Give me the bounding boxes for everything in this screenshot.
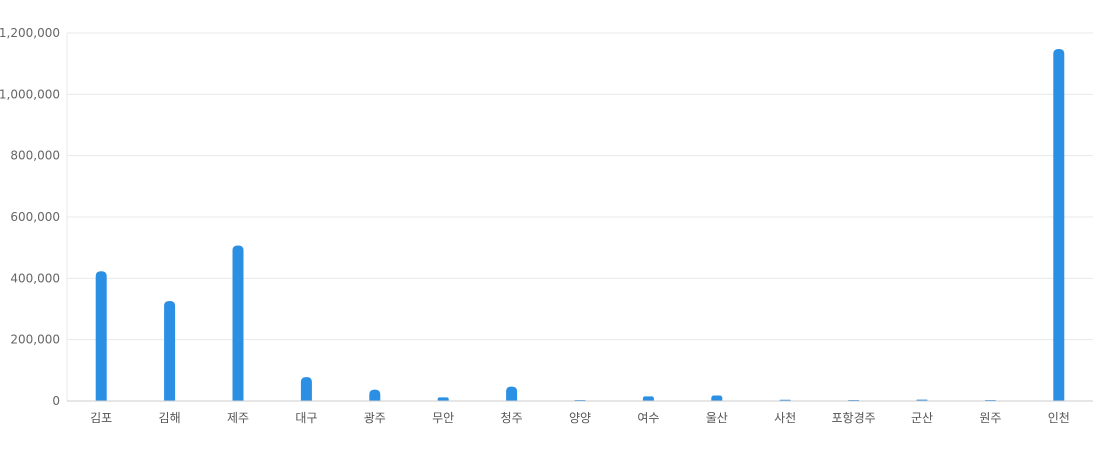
x-tick-label: 여수	[637, 411, 659, 425]
y-tick-label: 0	[52, 394, 60, 408]
y-tick-label: 400,000	[10, 271, 60, 285]
x-tick-label: 사천	[774, 410, 796, 425]
x-tick-label: 제주	[227, 411, 249, 425]
bar-인천[interactable]	[1053, 48, 1065, 402]
x-tick-label: 김포	[90, 411, 112, 425]
x-tick-label: 청주	[501, 411, 523, 425]
x-axis-tick-labels: 김포 김해 제주 대구 광주 무안 청주 양양 여수 울산 사천 포항경주 군산 원주 인천	[90, 410, 1070, 425]
bar-울산[interactable]	[711, 395, 723, 401]
grid-lines	[66, 32, 1093, 401]
y-tick-label: 800,000	[10, 149, 60, 163]
x-tick-label: 원주	[979, 411, 1001, 425]
y-tick-label: 600,000	[10, 210, 60, 224]
y-tick-label: 200,000	[10, 333, 60, 347]
x-tick-label: 포항경주	[832, 411, 876, 425]
x-tick-label: 양양	[569, 411, 591, 425]
x-tick-label: 울산	[706, 411, 728, 425]
bar-김포[interactable]	[95, 271, 107, 401]
x-tick-label: 광주	[364, 411, 386, 425]
bar-김해[interactable]	[164, 301, 176, 401]
bar-무안[interactable]	[437, 397, 449, 401]
x-tick-label: 김해	[159, 411, 181, 425]
bar-광주[interactable]	[369, 389, 381, 401]
bar-여수[interactable]	[642, 396, 654, 401]
bar-제주[interactable]	[232, 245, 244, 401]
bar-청주[interactable]	[506, 386, 518, 401]
y-tick-label: 1,200,000	[0, 26, 60, 40]
x-tick-label: 군산	[911, 411, 933, 425]
y-axis-tick-labels: 0 200,000 400,000 600,000 800,000 1,000,000 1,…	[0, 26, 60, 408]
x-tick-label: 인천	[1048, 410, 1070, 425]
x-tick-label: 대구	[295, 411, 317, 425]
bars	[95, 48, 1065, 402]
bar-대구[interactable]	[300, 377, 312, 401]
x-tick-label: 무안	[432, 411, 454, 425]
y-tick-label: 1,000,000	[0, 87, 60, 101]
